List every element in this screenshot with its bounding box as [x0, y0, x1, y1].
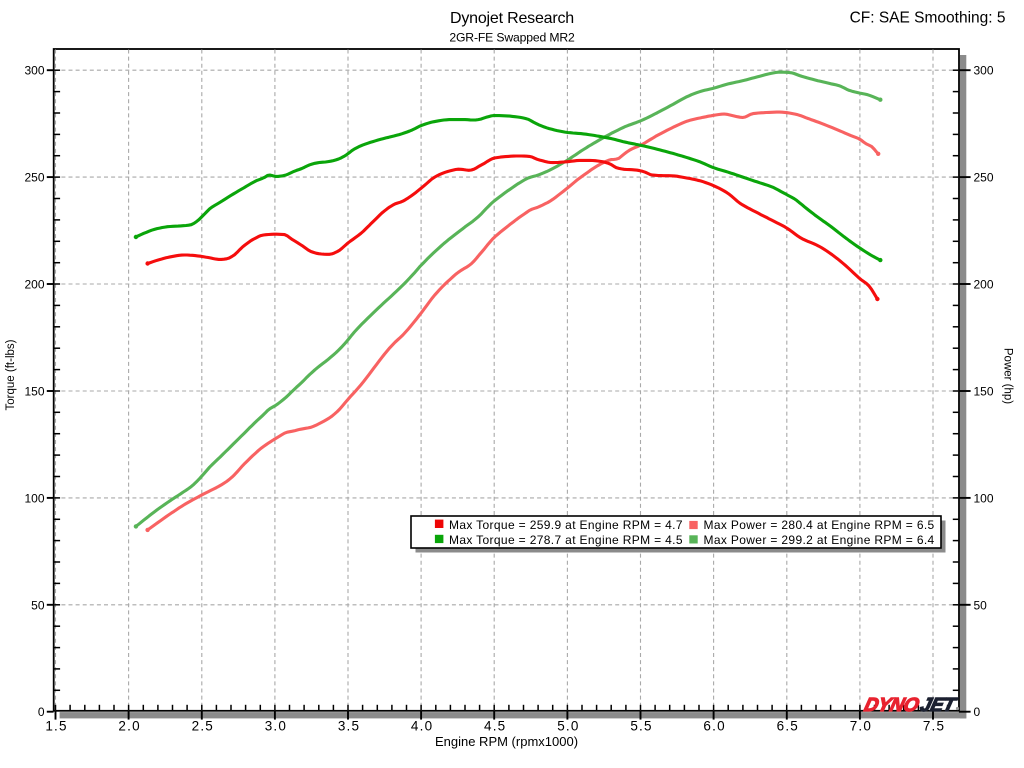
svg-text:Max Power = 280.4 at Engine RP: Max Power = 280.4 at Engine RPM = 6.5 [704, 518, 935, 532]
svg-text:50: 50 [974, 598, 988, 612]
svg-text:4.5: 4.5 [484, 718, 506, 733]
svg-text:0: 0 [38, 705, 45, 719]
svg-text:Max Torque = 278.7 at Engine R: Max Torque = 278.7 at Engine RPM = 4.5 [449, 533, 683, 547]
svg-text:150: 150 [24, 385, 44, 399]
svg-text:250: 250 [974, 171, 994, 185]
svg-text:Dynojet Research: Dynojet Research [450, 10, 574, 27]
svg-text:150: 150 [974, 385, 994, 399]
svg-text:Max Power = 299.2 at Engine RP: Max Power = 299.2 at Engine RPM = 6.4 [704, 533, 935, 547]
svg-text:100: 100 [24, 491, 44, 505]
svg-text:Engine RPM (rpmx1000): Engine RPM (rpmx1000) [435, 734, 578, 749]
svg-text:200: 200 [24, 278, 44, 292]
svg-text:0: 0 [974, 705, 981, 719]
svg-text:2GR-FE Swapped MR2: 2GR-FE Swapped MR2 [449, 31, 575, 45]
svg-text:3.0: 3.0 [265, 718, 287, 733]
svg-text:Torque (ft-lbs): Torque (ft-lbs) [5, 339, 17, 410]
svg-text:100: 100 [974, 491, 994, 505]
svg-text:6.0: 6.0 [703, 718, 725, 733]
svg-text:5.5: 5.5 [630, 718, 652, 733]
svg-text:2.5: 2.5 [192, 718, 214, 733]
svg-text:6.5: 6.5 [777, 718, 799, 733]
svg-text:DYNO: DYNO [862, 695, 921, 716]
svg-text:2.0: 2.0 [118, 718, 140, 733]
svg-text:200: 200 [974, 278, 994, 292]
svg-text:7.0: 7.0 [850, 718, 872, 733]
svg-text:5.0: 5.0 [557, 718, 579, 733]
svg-text:1.5: 1.5 [45, 718, 67, 733]
svg-text:250: 250 [24, 171, 44, 185]
svg-text:300: 300 [24, 64, 44, 78]
svg-text:3.5: 3.5 [338, 718, 360, 733]
svg-text:JET: JET [918, 695, 960, 716]
svg-text:Power (hp): Power (hp) [1002, 348, 1014, 404]
svg-text:4.0: 4.0 [411, 718, 433, 733]
svg-text:CF: SAE Smoothing: 5: CF: SAE Smoothing: 5 [850, 10, 1006, 27]
svg-text:300: 300 [974, 64, 994, 78]
svg-text:Max Torque = 259.9 at Engine R: Max Torque = 259.9 at Engine RPM = 4.7 [449, 518, 683, 532]
svg-text:50: 50 [31, 598, 45, 612]
svg-text:7.5: 7.5 [923, 718, 945, 733]
